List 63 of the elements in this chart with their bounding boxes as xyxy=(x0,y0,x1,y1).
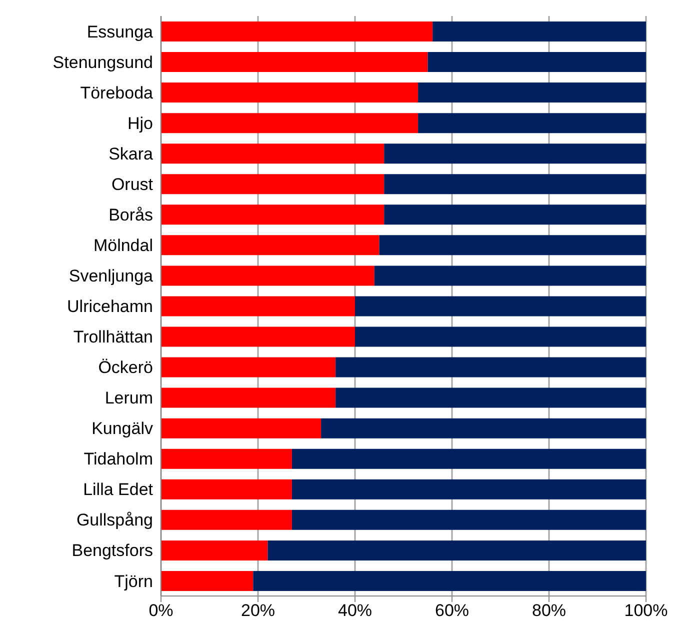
y-tick-label: Lilla Edet xyxy=(83,480,154,500)
y-tick-label: Gullspång xyxy=(76,510,153,530)
bar xyxy=(161,113,418,134)
y-tick-label: Essunga xyxy=(86,22,154,42)
bar xyxy=(161,326,355,347)
bar xyxy=(355,296,646,316)
bar xyxy=(384,144,646,164)
y-tick-label: Skara xyxy=(108,144,154,164)
bar xyxy=(418,113,646,134)
bar xyxy=(161,144,384,164)
bar xyxy=(292,479,646,500)
bar xyxy=(253,570,646,591)
bar xyxy=(161,174,384,194)
y-tick-label: Tidaholm xyxy=(84,450,153,469)
bar xyxy=(161,235,380,256)
y-tick-label: Öckerö xyxy=(98,358,153,378)
bar xyxy=(292,448,646,469)
y-tick-label: Stenungsund xyxy=(52,52,153,72)
bar xyxy=(161,52,428,72)
bar xyxy=(161,82,418,103)
y-tick-label: Töreboda xyxy=(80,83,154,102)
bar xyxy=(292,510,646,530)
y-tick-label: Orust xyxy=(111,174,154,194)
bar xyxy=(336,388,646,408)
y-tick-label: Tjörn xyxy=(114,572,153,591)
bar xyxy=(432,21,646,42)
bar xyxy=(374,266,646,286)
bar xyxy=(161,448,292,469)
y-tick-label: Mölndal xyxy=(93,236,153,255)
y-tick-label: Svenljunga xyxy=(68,266,154,286)
bar xyxy=(161,388,336,408)
bar xyxy=(336,357,646,378)
bar xyxy=(161,296,355,316)
y-tick-label: Hjo xyxy=(127,114,153,133)
bar xyxy=(161,204,384,225)
bar xyxy=(161,540,268,560)
bar xyxy=(321,418,646,438)
bar xyxy=(418,82,646,103)
bar xyxy=(428,52,646,72)
bar xyxy=(355,326,646,347)
bar xyxy=(384,174,646,194)
y-tick-label: Trollhättan xyxy=(73,328,153,347)
bar xyxy=(161,357,336,378)
bar xyxy=(161,266,374,286)
bar xyxy=(161,570,254,591)
bar xyxy=(379,235,646,256)
y-tick-label: Kungälv xyxy=(92,419,154,438)
bar xyxy=(161,510,292,530)
bar xyxy=(161,21,433,42)
y-tick-label: Lerum xyxy=(104,388,153,408)
bar xyxy=(268,540,646,560)
bar xyxy=(384,204,646,225)
x-tick-label: 60% xyxy=(434,601,470,620)
x-tick-label: 40% xyxy=(338,601,372,620)
x-tick-label: 20% xyxy=(240,601,276,620)
bar xyxy=(161,479,292,500)
bar xyxy=(161,418,322,438)
y-tick-label: Borås xyxy=(108,205,153,224)
y-tick-label: Ulricehamn xyxy=(67,297,153,316)
x-tick-label: 0% xyxy=(148,601,174,620)
x-tick-label: 80% xyxy=(532,601,566,620)
x-tick-label: 100% xyxy=(624,601,668,620)
y-tick-label: Bengtsfors xyxy=(72,541,153,560)
